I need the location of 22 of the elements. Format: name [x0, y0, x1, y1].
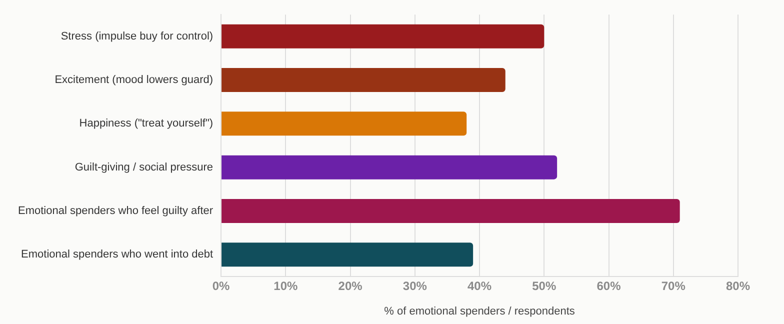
x-tick-label: 0% [212, 278, 230, 293]
bar [222, 68, 506, 92]
bar [222, 242, 474, 267]
bar [222, 198, 680, 223]
x-tick-label: 60% [596, 278, 622, 293]
bar [222, 155, 558, 180]
x-tick-label: 30% [402, 278, 428, 293]
y-tick-label: Happiness ("treat yourself") [79, 118, 214, 130]
x-tick-label: 50% [532, 278, 556, 293]
y-tick-label: Guilt-giving / social pressure [74, 161, 214, 174]
x-tick-label: 10% [274, 278, 298, 293]
x-tick-label: 70% [661, 278, 686, 293]
y-tick-label: Emotional spenders who feel guilty after [18, 204, 214, 217]
x-tick-label: 80% [726, 278, 750, 293]
bar [222, 112, 467, 136]
x-tick-label: 40% [468, 278, 492, 293]
bar [222, 24, 544, 48]
y-tick-label: Emotional spenders who went into debt [21, 248, 214, 261]
y-tick-label: Stress (impulse buy for control) [60, 30, 214, 42]
y-tick-label: Excitement (mood lowers guard) [54, 74, 214, 86]
x-tick-label: 20% [338, 278, 363, 293]
x-axis-title: % of emotional spenders / respondents [384, 305, 576, 318]
